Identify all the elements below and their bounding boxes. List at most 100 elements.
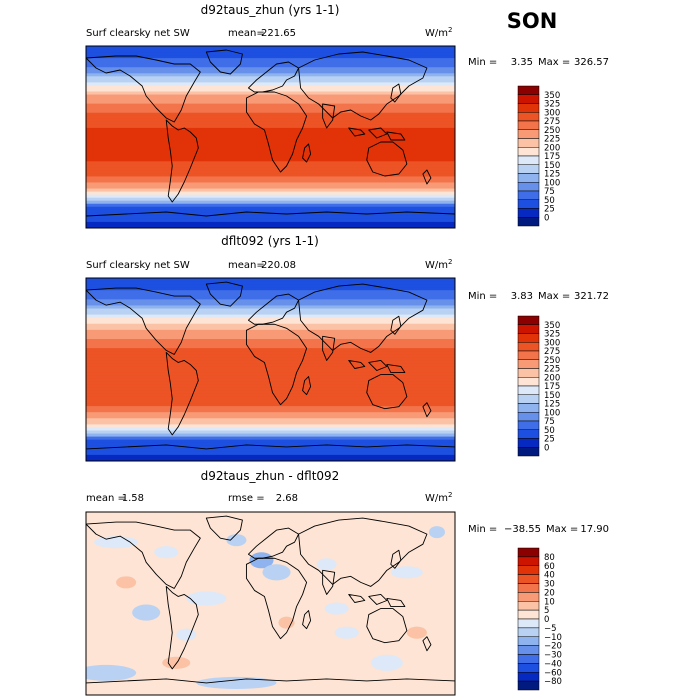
cb1-swatch <box>517 438 540 448</box>
map1-bands-band <box>86 448 455 453</box>
cb2-tick-label: 60 <box>544 562 555 572</box>
cb2-swatch <box>517 680 540 691</box>
map1-bands-band <box>86 375 455 380</box>
cb1-tick-label: 350 <box>544 321 560 331</box>
cb2-tick-label: 20 <box>544 588 555 598</box>
map0-bands-band <box>86 143 455 147</box>
map0-bands-band <box>86 152 455 156</box>
map0-bands-band <box>86 91 455 96</box>
cb0-tick-label: 75 <box>544 187 555 197</box>
map0-bands-band <box>86 100 455 105</box>
map1-bands-band <box>86 369 455 374</box>
map1-bands-band <box>86 348 455 352</box>
panel-1-max: 326.57 <box>574 57 609 68</box>
cb2-swatch <box>517 672 540 682</box>
cb1-tick-label: 100 <box>544 408 560 418</box>
map0-bands-band <box>86 121 455 126</box>
panel-3-mean: 1.58 <box>122 493 144 504</box>
map1-bands-band <box>86 323 455 328</box>
panel-3: d92taus_zhun - dflt092 mean = 1.58 rmse … <box>85 469 609 696</box>
panel-3-rmse: 2.68 <box>276 493 298 504</box>
cb2-tick-label: 40 <box>544 571 555 581</box>
map1-bands-band <box>86 308 455 313</box>
cb2-swatch <box>517 574 540 584</box>
map1-bands-band <box>86 400 455 404</box>
cb0-tick-label: 125 <box>544 170 560 180</box>
map0-bands-band <box>86 176 455 181</box>
map0-bands-band <box>86 194 455 199</box>
map0-bands-band <box>86 191 455 196</box>
map1-bands-band <box>86 445 455 450</box>
panel-3-anomaly <box>176 628 197 641</box>
map0-bands-band <box>86 79 455 83</box>
map0-bands-band <box>86 215 455 220</box>
cb2-tick-label: −40 <box>544 659 562 669</box>
panel-3-anomaly <box>249 552 274 569</box>
map1-bands-band <box>86 302 455 307</box>
cb0-swatch <box>517 199 540 209</box>
cb0-swatch <box>517 94 540 104</box>
panel-3-anomaly <box>186 591 227 606</box>
cb1-tick-label: 0 <box>544 443 549 453</box>
panel-1-units-base: W/m <box>425 28 448 39</box>
cb1-tick-label: 50 <box>544 426 555 436</box>
cb1-swatch <box>517 429 540 439</box>
cb1-tick-label: 125 <box>544 400 560 410</box>
map1-bands-band <box>86 424 455 429</box>
map1-bands-band <box>86 296 455 300</box>
map1-bands-band <box>86 421 455 426</box>
panel-3-anomaly <box>370 654 403 671</box>
map1-bands-band <box>86 457 455 461</box>
map0-bands-band <box>86 76 455 80</box>
cb2-tick-label: −20 <box>544 642 562 652</box>
panel-1-min: 3.35 <box>511 57 533 68</box>
panel-3-anomaly <box>406 626 427 639</box>
cb2-swatch <box>517 565 540 575</box>
map1-bands-band <box>86 354 455 358</box>
cb2-tick-label: 80 <box>544 553 555 563</box>
cb1-swatch <box>517 342 540 352</box>
cb0-swatch <box>517 190 540 200</box>
cb2-swatch <box>517 618 540 629</box>
map1-bands-band <box>86 409 455 413</box>
cb1-swatch <box>517 447 540 457</box>
map0-bands-band <box>86 212 455 217</box>
cb2-swatch <box>517 556 540 566</box>
map0-bands-band <box>86 221 455 226</box>
cb1-swatch <box>517 412 540 422</box>
map0-bands-band <box>86 137 455 141</box>
cb0-tick-label: 275 <box>544 117 560 127</box>
panel-1-title: d92taus_zhun (yrs 1-1) <box>201 3 340 17</box>
map0-bands-band <box>86 55 455 59</box>
map0-bands-band <box>86 70 455 74</box>
panel-3-units-sup: 2 <box>448 491 452 499</box>
cb0-swatch <box>517 85 540 95</box>
cb0-tick-label: 225 <box>544 135 560 145</box>
map1-bands-band <box>86 454 455 459</box>
cb0-swatch <box>517 112 540 122</box>
map1-bands-band <box>86 372 455 377</box>
map0-bands-band <box>86 73 455 77</box>
map1-bands-band <box>86 278 455 282</box>
cb0-swatch <box>517 208 540 218</box>
panel-3-anomaly <box>196 676 277 689</box>
cb0-tick-label: 50 <box>544 196 555 206</box>
map1-bands-band <box>86 403 455 407</box>
panel-3-map <box>86 512 455 695</box>
map0-bands-band <box>86 200 455 205</box>
map1-bands-band <box>86 335 455 340</box>
panel-3-min-label: Min = <box>468 524 497 535</box>
map0-bands-band <box>86 161 455 165</box>
panel-2-units: W/m2 <box>425 258 452 271</box>
map0-bands-band <box>86 173 455 178</box>
cb1-tick-label: 275 <box>544 347 560 357</box>
map0-bands-band <box>86 206 455 211</box>
map0-bands-band <box>86 185 455 190</box>
map1-bands-band <box>86 384 455 389</box>
map0-bands-band <box>86 127 455 132</box>
cb0-tick-label: 25 <box>544 205 555 215</box>
map1-bands-band <box>86 415 455 419</box>
